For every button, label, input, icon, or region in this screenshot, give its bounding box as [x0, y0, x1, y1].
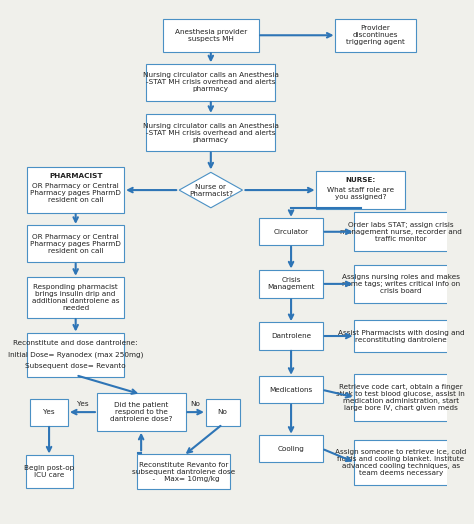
- FancyBboxPatch shape: [146, 114, 275, 151]
- FancyBboxPatch shape: [259, 435, 323, 462]
- FancyBboxPatch shape: [354, 374, 447, 421]
- Text: NURSE:: NURSE:: [346, 177, 376, 183]
- Text: Provider
discontinues
triggering agent: Provider discontinues triggering agent: [346, 25, 405, 45]
- FancyBboxPatch shape: [259, 322, 323, 350]
- Text: Did the patient
respond to the
dantrolene dose?: Did the patient respond to the dantrolen…: [110, 402, 173, 422]
- Text: No: No: [191, 401, 201, 407]
- FancyBboxPatch shape: [27, 277, 125, 318]
- FancyBboxPatch shape: [30, 399, 68, 425]
- Text: Nurse or
Pharmacist?: Nurse or Pharmacist?: [189, 183, 233, 196]
- Text: Nursing circulator calls an Anesthesia
-STAT MH crisis overhead and alerts
pharm: Nursing circulator calls an Anesthesia -…: [143, 123, 279, 143]
- FancyBboxPatch shape: [27, 333, 125, 377]
- Text: Retrieve code cart, obtain a finger
stick to test blood glucose, assist in
medic: Retrieve code cart, obtain a finger stic…: [337, 384, 465, 411]
- Text: PHARMACIST: PHARMACIST: [49, 173, 102, 179]
- Text: Dantrolene: Dantrolene: [271, 333, 311, 339]
- FancyBboxPatch shape: [137, 454, 230, 489]
- Polygon shape: [179, 172, 243, 208]
- Text: Yes: Yes: [43, 409, 55, 415]
- FancyBboxPatch shape: [206, 399, 240, 425]
- Text: Circulator: Circulator: [273, 229, 309, 235]
- Text: Nursing circulator calls an Anesthesia
-STAT MH crisis overhead and alerts
pharm: Nursing circulator calls an Anesthesia -…: [143, 72, 279, 92]
- Text: Yes: Yes: [77, 401, 88, 407]
- Text: Cooling: Cooling: [278, 445, 304, 452]
- FancyBboxPatch shape: [27, 167, 125, 213]
- FancyBboxPatch shape: [335, 18, 416, 52]
- FancyBboxPatch shape: [146, 64, 275, 101]
- FancyBboxPatch shape: [259, 376, 323, 403]
- FancyBboxPatch shape: [354, 213, 447, 251]
- Text: Begin post-op
ICU care: Begin post-op ICU care: [24, 465, 74, 478]
- Text: Assign someone to retrieve ice, cold
fluids and cooling blanket. Institute
advan: Assign someone to retrieve ice, cold flu…: [335, 449, 466, 476]
- Text: OR Pharmacy or Central
Pharmacy pages PharmD
resident on call: OR Pharmacy or Central Pharmacy pages Ph…: [30, 234, 121, 254]
- Text: Subsequent dose= Revanto: Subsequent dose= Revanto: [26, 363, 126, 369]
- FancyBboxPatch shape: [354, 440, 447, 485]
- FancyBboxPatch shape: [354, 265, 447, 303]
- Text: No: No: [218, 409, 228, 415]
- Text: Anesthesia provider
suspects MH: Anesthesia provider suspects MH: [175, 29, 247, 42]
- FancyBboxPatch shape: [259, 218, 323, 245]
- FancyBboxPatch shape: [163, 18, 258, 52]
- Text: Order labs STAT; assign crisis
management nurse, recorder and
traffic monitor: Order labs STAT; assign crisis managemen…: [340, 222, 462, 242]
- Text: OR Pharmacy or Central
Pharmacy pages PharmD
resident on call: OR Pharmacy or Central Pharmacy pages Ph…: [30, 183, 121, 203]
- FancyBboxPatch shape: [27, 225, 125, 262]
- FancyBboxPatch shape: [316, 171, 405, 210]
- Text: Reconstitute and dose dantrolene:: Reconstitute and dose dantrolene:: [13, 341, 138, 346]
- Text: Crisis
Management: Crisis Management: [267, 277, 315, 290]
- Text: Assist Pharmacists with dosing and
reconstituting dantrolene: Assist Pharmacists with dosing and recon…: [337, 330, 464, 343]
- Text: Assigns nursing roles and makes
name tags; writes critical info on
crisis board: Assigns nursing roles and makes name tag…: [342, 274, 460, 294]
- Text: Reconstitute Revanto for
subsequent dantrolene dose
  -    Max= 10mg/kg: Reconstitute Revanto for subsequent dant…: [132, 462, 235, 482]
- Text: Medications: Medications: [269, 387, 313, 392]
- FancyBboxPatch shape: [354, 320, 447, 352]
- Text: Initial Dose= Ryanodex (max 250mg): Initial Dose= Ryanodex (max 250mg): [8, 352, 143, 358]
- FancyBboxPatch shape: [259, 270, 323, 298]
- Text: Responding pharmacist
brings insulin drip and
additional dantrolene as
needed: Responding pharmacist brings insulin dri…: [32, 284, 119, 311]
- FancyBboxPatch shape: [26, 455, 73, 488]
- Text: What staff role are
you assigned?: What staff role are you assigned?: [327, 187, 394, 200]
- FancyBboxPatch shape: [97, 393, 186, 431]
